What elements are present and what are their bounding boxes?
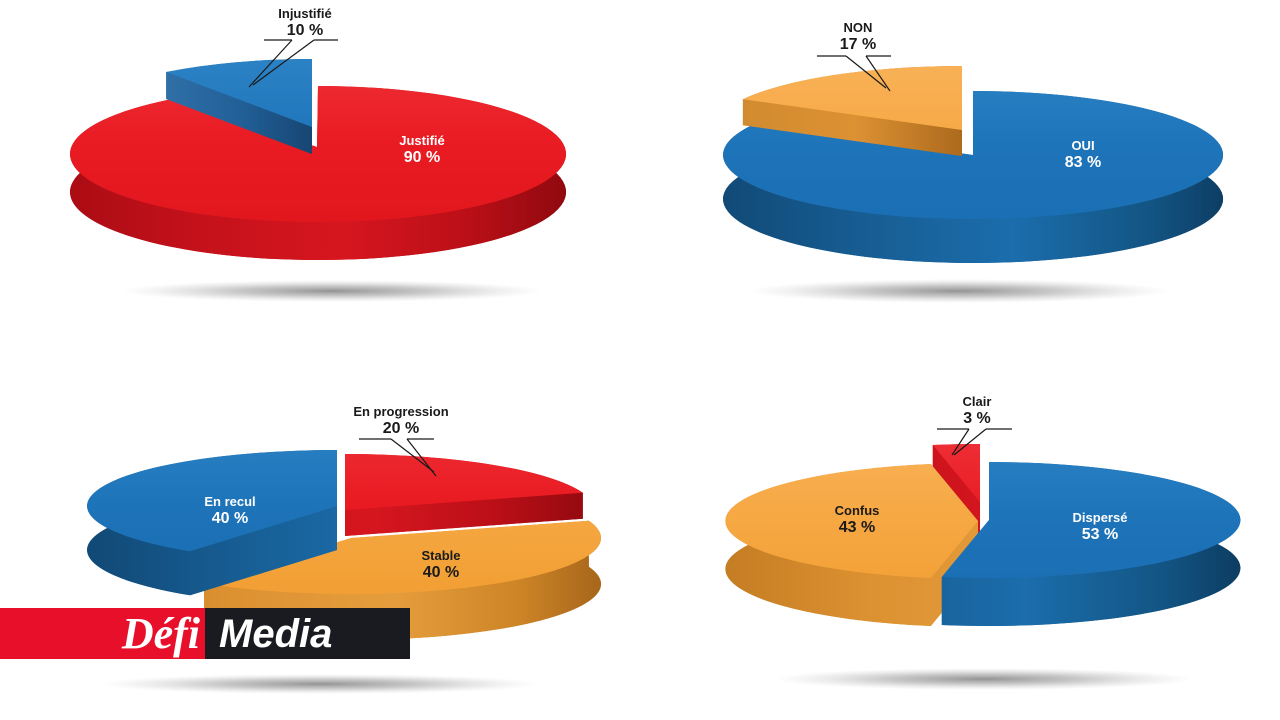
- svg-text:10 %: 10 %: [287, 22, 323, 39]
- svg-text:17 %: 17 %: [840, 36, 876, 53]
- svg-text:43 %: 43 %: [839, 519, 875, 536]
- svg-text:Dispersé: Dispersé: [1073, 510, 1128, 525]
- svg-text:Media: Media: [219, 612, 332, 656]
- svg-text:3 %: 3 %: [963, 410, 991, 427]
- svg-text:40 %: 40 %: [423, 564, 459, 581]
- svg-text:Injustifié: Injustifié: [278, 6, 331, 21]
- svg-text:Défi: Défi: [121, 609, 201, 658]
- svg-text:Confus: Confus: [835, 503, 880, 518]
- svg-text:Justifié: Justifié: [399, 133, 445, 148]
- svg-text:NON: NON: [844, 20, 873, 35]
- svg-text:En recul: En recul: [204, 494, 255, 509]
- svg-text:83 %: 83 %: [1065, 154, 1101, 171]
- svg-text:20 %: 20 %: [383, 420, 419, 437]
- svg-text:90 %: 90 %: [404, 149, 440, 166]
- svg-text:53 %: 53 %: [1082, 526, 1118, 543]
- svg-text:OUI: OUI: [1071, 138, 1094, 153]
- svg-text:Clair: Clair: [963, 394, 992, 409]
- svg-text:40 %: 40 %: [212, 510, 248, 527]
- svg-text:En progression: En progression: [353, 404, 448, 419]
- svg-text:Stable: Stable: [421, 548, 460, 563]
